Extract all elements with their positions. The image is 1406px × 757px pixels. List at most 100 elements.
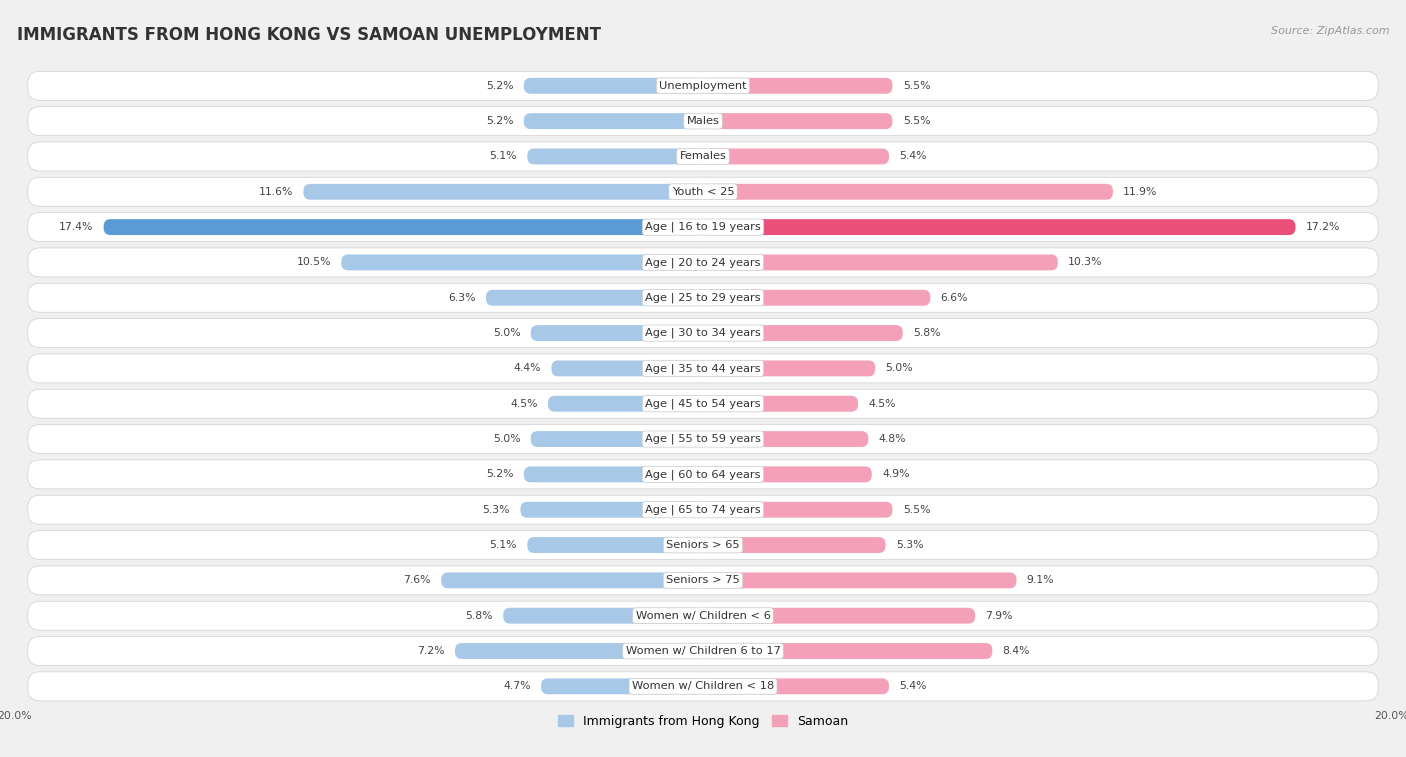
Text: 17.4%: 17.4%: [59, 222, 93, 232]
Text: Age | 65 to 74 years: Age | 65 to 74 years: [645, 504, 761, 515]
Text: 5.2%: 5.2%: [486, 81, 513, 91]
Text: 4.9%: 4.9%: [882, 469, 910, 479]
FancyBboxPatch shape: [703, 326, 903, 341]
FancyBboxPatch shape: [486, 290, 703, 306]
FancyBboxPatch shape: [541, 678, 703, 694]
FancyBboxPatch shape: [28, 107, 1378, 136]
Text: Age | 20 to 24 years: Age | 20 to 24 years: [645, 257, 761, 268]
FancyBboxPatch shape: [28, 283, 1378, 312]
FancyBboxPatch shape: [28, 213, 1378, 241]
Text: 5.0%: 5.0%: [494, 434, 520, 444]
FancyBboxPatch shape: [28, 637, 1378, 665]
FancyBboxPatch shape: [703, 113, 893, 129]
FancyBboxPatch shape: [28, 319, 1378, 347]
FancyBboxPatch shape: [28, 566, 1378, 595]
Text: Age | 30 to 34 years: Age | 30 to 34 years: [645, 328, 761, 338]
Text: Women w/ Children < 18: Women w/ Children < 18: [631, 681, 775, 691]
Text: 5.1%: 5.1%: [489, 540, 517, 550]
Text: 5.3%: 5.3%: [482, 505, 510, 515]
Text: 7.2%: 7.2%: [418, 646, 444, 656]
Text: 8.4%: 8.4%: [1002, 646, 1031, 656]
FancyBboxPatch shape: [28, 495, 1378, 524]
Text: 5.8%: 5.8%: [912, 328, 941, 338]
FancyBboxPatch shape: [703, 396, 858, 412]
Text: 6.3%: 6.3%: [449, 293, 475, 303]
FancyBboxPatch shape: [520, 502, 703, 518]
Text: 17.2%: 17.2%: [1306, 222, 1340, 232]
FancyBboxPatch shape: [342, 254, 703, 270]
FancyBboxPatch shape: [703, 678, 889, 694]
FancyBboxPatch shape: [28, 71, 1378, 100]
Text: Age | 35 to 44 years: Age | 35 to 44 years: [645, 363, 761, 374]
Text: Age | 16 to 19 years: Age | 16 to 19 years: [645, 222, 761, 232]
FancyBboxPatch shape: [703, 254, 1057, 270]
Text: Unemployment: Unemployment: [659, 81, 747, 91]
Text: 5.2%: 5.2%: [486, 116, 513, 126]
Text: 4.8%: 4.8%: [879, 434, 907, 444]
FancyBboxPatch shape: [548, 396, 703, 412]
FancyBboxPatch shape: [28, 177, 1378, 206]
FancyBboxPatch shape: [28, 354, 1378, 383]
Text: Females: Females: [679, 151, 727, 161]
FancyBboxPatch shape: [503, 608, 703, 624]
Text: 11.9%: 11.9%: [1123, 187, 1157, 197]
Text: 10.3%: 10.3%: [1069, 257, 1102, 267]
FancyBboxPatch shape: [531, 326, 703, 341]
FancyBboxPatch shape: [703, 572, 1017, 588]
FancyBboxPatch shape: [551, 360, 703, 376]
FancyBboxPatch shape: [703, 608, 976, 624]
FancyBboxPatch shape: [28, 425, 1378, 453]
Text: Age | 25 to 29 years: Age | 25 to 29 years: [645, 292, 761, 303]
FancyBboxPatch shape: [28, 672, 1378, 701]
Text: Source: ZipAtlas.com: Source: ZipAtlas.com: [1271, 26, 1389, 36]
Text: 5.4%: 5.4%: [900, 681, 927, 691]
Text: 5.5%: 5.5%: [903, 116, 931, 126]
FancyBboxPatch shape: [456, 643, 703, 659]
Text: 5.0%: 5.0%: [494, 328, 520, 338]
FancyBboxPatch shape: [28, 601, 1378, 630]
FancyBboxPatch shape: [524, 466, 703, 482]
FancyBboxPatch shape: [703, 502, 893, 518]
FancyBboxPatch shape: [703, 184, 1114, 200]
Text: 5.5%: 5.5%: [903, 81, 931, 91]
Text: 4.5%: 4.5%: [869, 399, 896, 409]
Text: 4.4%: 4.4%: [513, 363, 541, 373]
Text: 4.7%: 4.7%: [503, 681, 531, 691]
Text: Males: Males: [686, 116, 720, 126]
Text: 5.1%: 5.1%: [489, 151, 517, 161]
FancyBboxPatch shape: [304, 184, 703, 200]
Text: 11.6%: 11.6%: [259, 187, 292, 197]
FancyBboxPatch shape: [703, 148, 889, 164]
FancyBboxPatch shape: [28, 389, 1378, 418]
Text: 5.8%: 5.8%: [465, 611, 494, 621]
Text: Women w/ Children 6 to 17: Women w/ Children 6 to 17: [626, 646, 780, 656]
Text: 5.0%: 5.0%: [886, 363, 912, 373]
Text: Seniors > 75: Seniors > 75: [666, 575, 740, 585]
Text: 5.2%: 5.2%: [486, 469, 513, 479]
Text: Age | 60 to 64 years: Age | 60 to 64 years: [645, 469, 761, 480]
Text: Age | 55 to 59 years: Age | 55 to 59 years: [645, 434, 761, 444]
FancyBboxPatch shape: [703, 360, 875, 376]
Text: 10.5%: 10.5%: [297, 257, 330, 267]
FancyBboxPatch shape: [104, 219, 703, 235]
FancyBboxPatch shape: [28, 142, 1378, 171]
Legend: Immigrants from Hong Kong, Samoan: Immigrants from Hong Kong, Samoan: [553, 710, 853, 733]
Text: 6.6%: 6.6%: [941, 293, 969, 303]
Text: 5.3%: 5.3%: [896, 540, 924, 550]
Text: IMMIGRANTS FROM HONG KONG VS SAMOAN UNEMPLOYMENT: IMMIGRANTS FROM HONG KONG VS SAMOAN UNEM…: [17, 26, 600, 45]
FancyBboxPatch shape: [441, 572, 703, 588]
FancyBboxPatch shape: [703, 643, 993, 659]
FancyBboxPatch shape: [703, 537, 886, 553]
FancyBboxPatch shape: [527, 537, 703, 553]
FancyBboxPatch shape: [527, 148, 703, 164]
Text: Youth < 25: Youth < 25: [672, 187, 734, 197]
FancyBboxPatch shape: [703, 219, 1295, 235]
FancyBboxPatch shape: [28, 460, 1378, 489]
FancyBboxPatch shape: [703, 78, 893, 94]
FancyBboxPatch shape: [28, 531, 1378, 559]
Text: 5.5%: 5.5%: [903, 505, 931, 515]
Text: Seniors > 65: Seniors > 65: [666, 540, 740, 550]
Text: 4.5%: 4.5%: [510, 399, 537, 409]
FancyBboxPatch shape: [703, 431, 869, 447]
FancyBboxPatch shape: [28, 248, 1378, 277]
